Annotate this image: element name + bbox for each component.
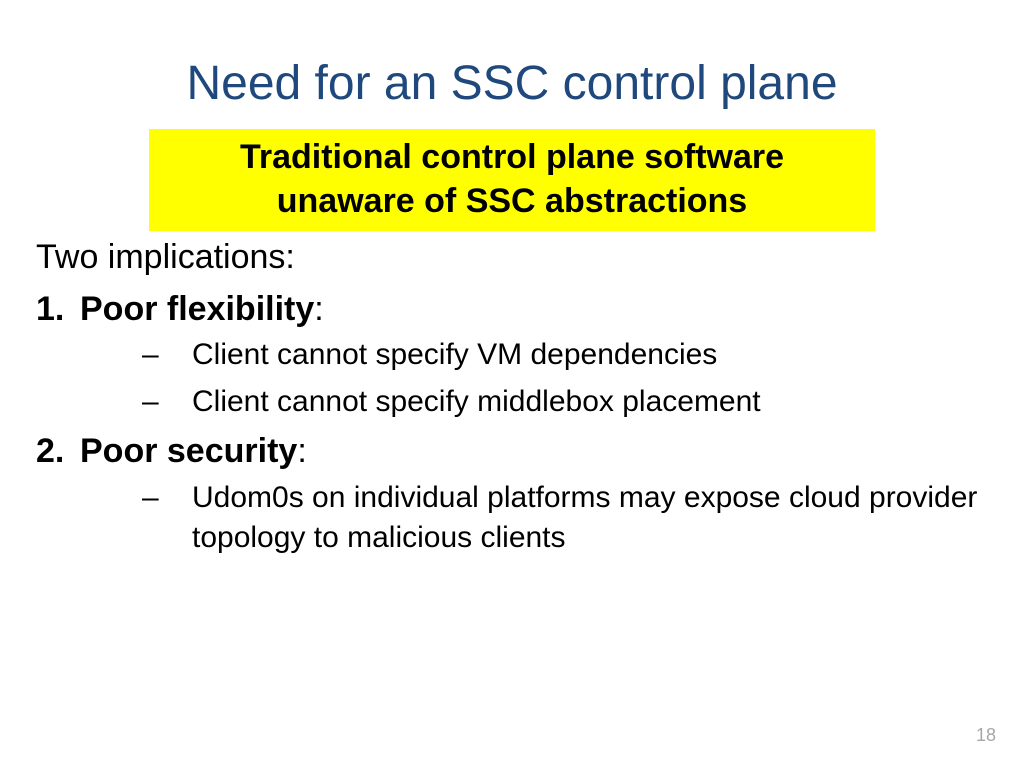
highlight-line-1: Traditional control plane software: [240, 138, 784, 176]
implication-item-1: Poor flexibility: Client cannot specify …: [36, 286, 1024, 423]
sub-list-2: Udom0s on individual platforms may expos…: [80, 476, 1024, 559]
page-number: 18: [976, 725, 996, 746]
slide-title: Need for an SSC control plane: [0, 0, 1024, 129]
highlight-callout: Traditional control plane software unawa…: [149, 129, 875, 231]
sub-item: Client cannot specify middlebox placemen…: [142, 382, 1024, 423]
item-heading-tail: :: [297, 432, 306, 470]
sub-item: Client cannot specify VM dependencies: [142, 335, 1024, 376]
intro-text: Two implications:: [0, 231, 1024, 285]
item-heading-bold: Poor security: [80, 432, 297, 470]
item-heading-bold: Poor flexibility: [80, 290, 314, 328]
highlight-line-2: unaware of SSC abstractions: [277, 182, 747, 220]
sub-item: Udom0s on individual platforms may expos…: [142, 478, 1024, 559]
implication-item-2: Poor security: Udom0s on individual plat…: [36, 428, 1024, 559]
sub-list-1: Client cannot specify VM dependencies Cl…: [80, 333, 1024, 422]
item-heading-tail: :: [314, 290, 323, 328]
implications-list: Poor flexibility: Client cannot specify …: [0, 286, 1024, 559]
